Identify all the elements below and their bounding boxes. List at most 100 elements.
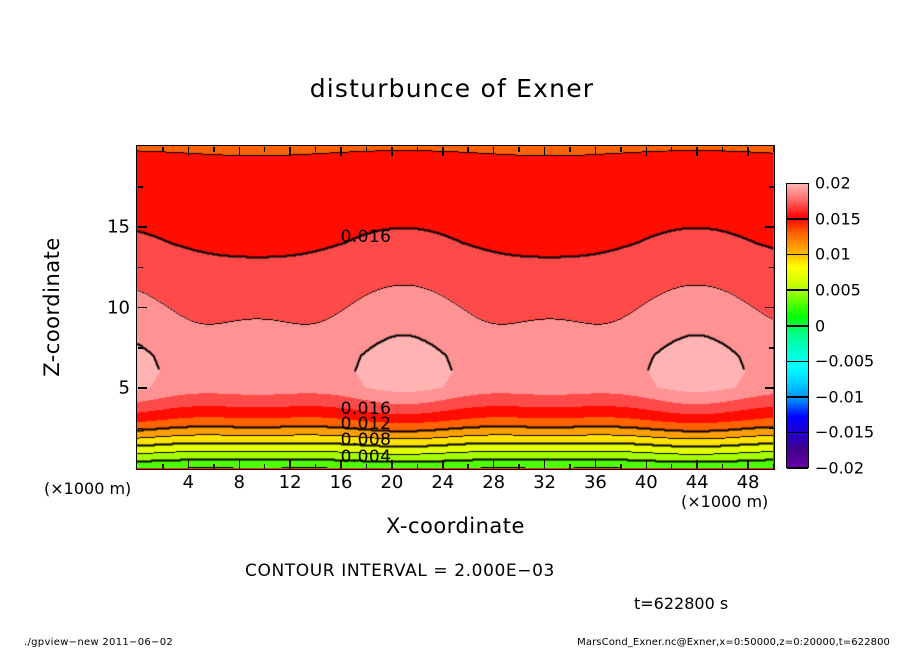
- x-axis-unit-label: (×1000 m): [681, 492, 769, 511]
- x-axis-minor-tick: [670, 463, 673, 469]
- x-axis-minor-tick: [569, 146, 571, 152]
- x-tick-label: 12: [278, 472, 302, 493]
- x-tick-label: 32: [533, 472, 556, 493]
- y-axis-minor-tick: [137, 347, 143, 349]
- x-tick-label: 36: [583, 472, 607, 493]
- x-axis-major-tick: [747, 146, 749, 156]
- x-axis-major-tick: [340, 146, 342, 156]
- contour-value-label: 0.012: [340, 414, 392, 434]
- y-axis-major-tick: [764, 226, 774, 228]
- colorbar-divider: [787, 431, 808, 434]
- x-tick-label: 44: [685, 472, 709, 493]
- y-axis-title: Z-coordinate: [40, 237, 64, 377]
- y-axis-minor-tick: [768, 427, 774, 429]
- colorbar-divider: [787, 218, 808, 220]
- y-axis-major-tick: [764, 306, 774, 309]
- x-axis-minor-tick: [314, 146, 317, 152]
- colorbar-tick-label: −0.005: [815, 351, 875, 371]
- x-axis-minor-tick: [365, 146, 368, 152]
- y-axis-minor-tick: [768, 347, 774, 349]
- y-axis-minor-tick: [768, 186, 774, 188]
- x-tick-label: 8: [233, 472, 245, 493]
- contour-value-label: 0.004: [340, 447, 392, 467]
- colorbar-tick-label: 0.02: [815, 173, 851, 193]
- x-tick-label: 20: [380, 472, 404, 493]
- colorbar-tick-label: −0.02: [815, 458, 865, 478]
- x-axis-minor-tick: [721, 463, 724, 469]
- colorbar-divider: [787, 396, 808, 398]
- x-axis-title: X-coordinate: [386, 514, 525, 538]
- x-axis-major-tick: [594, 459, 597, 469]
- colorbar-tick-label: 0: [815, 316, 826, 335]
- page-title: disturbunce of Exner: [309, 74, 595, 103]
- x-axis-minor-tick: [772, 146, 775, 152]
- x-axis-minor-tick: [518, 146, 520, 152]
- x-axis-minor-tick: [620, 146, 622, 152]
- y-axis-minor-tick: [137, 266, 143, 268]
- x-axis-minor-tick: [365, 463, 368, 469]
- x-axis-minor-tick: [670, 146, 673, 152]
- x-axis-major-tick: [645, 459, 648, 469]
- x-axis-major-tick: [442, 146, 444, 156]
- contour-value-label: 0.008: [340, 430, 392, 450]
- x-axis-major-tick: [238, 146, 240, 156]
- x-axis-minor-tick: [162, 146, 164, 152]
- x-tick-label: 48: [736, 472, 760, 493]
- colorbar-tick-label: 0.005: [815, 280, 861, 300]
- x-axis-minor-tick: [467, 463, 469, 469]
- x-axis-minor-tick: [213, 463, 215, 469]
- colorbar-tick-label: −0.01: [815, 387, 865, 407]
- colorbar-divider: [787, 289, 808, 291]
- x-axis-minor-tick: [416, 146, 419, 152]
- y-tick-label: 5: [118, 377, 130, 399]
- x-axis-minor-tick: [213, 146, 215, 152]
- x-tick-label: 28: [482, 472, 506, 493]
- colorbar-divider: [787, 360, 808, 363]
- x-axis-major-tick: [543, 459, 546, 469]
- x-axis-major-tick: [289, 146, 291, 156]
- x-axis-major-tick: [492, 459, 495, 469]
- x-axis-minor-tick: [314, 463, 317, 469]
- y-axis-unit-label: (×1000 m): [44, 479, 132, 498]
- x-axis-minor-tick: [162, 463, 164, 469]
- x-axis-minor-tick: [721, 146, 724, 152]
- x-axis-major-tick: [391, 459, 393, 469]
- footer-command: ./gpview−new 2011−06−02: [24, 637, 174, 648]
- timestamp-note: t=622800 s: [634, 594, 729, 613]
- x-axis-major-tick: [391, 146, 393, 156]
- colorbar-divider: [787, 325, 808, 327]
- footer-source: MarsCond_Exner.nc@Exner,x=0:50000,z=0:20…: [577, 637, 890, 648]
- y-tick-label: 15: [107, 216, 130, 238]
- contour-value-label: 0.016: [340, 227, 392, 247]
- x-axis-minor-tick: [416, 463, 419, 469]
- colorbar-tick-label: 0.015: [815, 209, 861, 229]
- x-axis-major-tick: [594, 146, 597, 156]
- x-axis-major-tick: [696, 146, 698, 156]
- x-axis-major-tick: [187, 459, 190, 469]
- x-axis-major-tick: [442, 459, 444, 469]
- colorbar-tick-label: −0.015: [815, 422, 875, 442]
- x-axis-minor-tick: [772, 463, 775, 469]
- x-tick-label: 16: [329, 472, 353, 493]
- contour-field: [137, 146, 773, 468]
- x-tick-label: 40: [634, 472, 658, 493]
- x-axis-major-tick: [543, 146, 546, 156]
- colorbar-tick-label: 0.01: [815, 244, 851, 264]
- y-axis-major-tick: [137, 226, 147, 228]
- x-axis-minor-tick: [620, 463, 622, 469]
- y-axis-minor-tick: [137, 427, 143, 429]
- contour-value-label: 0.016: [340, 399, 392, 419]
- x-axis-major-tick: [289, 459, 291, 469]
- y-axis-minor-tick: [137, 186, 143, 188]
- x-axis-minor-tick: [263, 146, 266, 152]
- x-axis-minor-tick: [467, 146, 469, 152]
- y-axis-major-tick: [137, 306, 147, 309]
- y-axis-minor-tick: [768, 266, 774, 268]
- colorbar: [786, 183, 809, 469]
- x-axis-major-tick: [747, 459, 749, 469]
- contour-interval-note: CONTOUR INTERVAL = 2.000E−03: [245, 561, 555, 581]
- x-axis-minor-tick: [569, 463, 571, 469]
- y-tick-label: 10: [107, 297, 130, 318]
- y-axis-major-tick: [764, 387, 774, 389]
